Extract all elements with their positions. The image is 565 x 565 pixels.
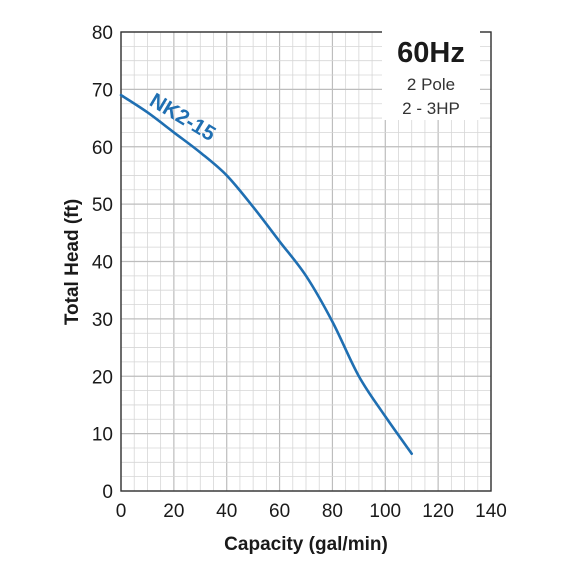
info-box-line-1: 2 Pole — [407, 75, 455, 94]
grid — [120, 31, 492, 492]
y-tick-label: 20 — [92, 367, 113, 388]
plot-frame — [120, 31, 492, 492]
x-tick-label: 140 — [475, 501, 507, 522]
series-line-nk2-15 — [119, 93, 414, 456]
y-tick-label: 40 — [92, 253, 113, 274]
y-axis-title: Total Head (ft) — [62, 199, 83, 325]
info-box-line-2: 2 - 3HP — [402, 99, 460, 118]
y-tick-label: 10 — [92, 425, 113, 446]
x-tick-label: 100 — [369, 501, 401, 522]
y-tick-label: 70 — [92, 80, 113, 101]
y-tick-label: 50 — [92, 195, 113, 216]
x-tick-label: 40 — [216, 501, 237, 522]
x-axis-title: Capacity (gal/min) — [224, 534, 388, 555]
y-tick-label: 80 — [92, 23, 113, 44]
x-tick-label: 80 — [322, 501, 343, 522]
axes: 0 20 40 60 80 100 120 140 0 10 20 30 40 50 60 70 80 — [92, 23, 507, 522]
info-box-title: 60Hz — [397, 37, 465, 69]
x-tick-label: 20 — [163, 501, 184, 522]
y-tick-label: 60 — [92, 138, 113, 159]
y-tick-label: 0 — [102, 482, 113, 503]
x-tick-label: 120 — [422, 501, 454, 522]
y-tick-label: 30 — [92, 310, 113, 331]
info-box: 60Hz 2 Pole 2 - 3HP — [382, 30, 480, 120]
x-tick-label: 60 — [269, 501, 290, 522]
info-box-frame — [382, 30, 480, 120]
x-tick-label: 0 — [116, 501, 127, 522]
